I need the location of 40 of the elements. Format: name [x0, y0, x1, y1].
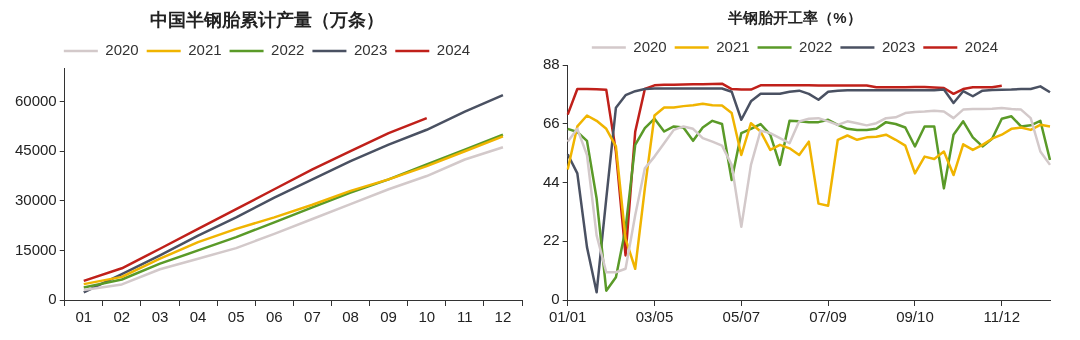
- chart-title: 半钢胎开工率（%）: [727, 9, 862, 27]
- legend-label: 2023: [353, 41, 388, 59]
- y-tick-label: 45000: [14, 141, 57, 159]
- y-tick-label: 22: [543, 231, 560, 249]
- y-tick-label: 0: [48, 290, 57, 308]
- legend-label: 2022: [799, 37, 833, 55]
- x-tick-label: 09: [380, 308, 397, 326]
- y-tick-label: 66: [543, 113, 560, 131]
- x-tick-label: 03: [151, 308, 169, 326]
- chart-title: 中国半钢胎累计产量（万条）: [150, 9, 384, 30]
- x-tick-label: 05: [227, 308, 245, 326]
- x-tick-label: 11/12: [983, 308, 1020, 326]
- x-tick-label: 01: [75, 308, 93, 326]
- x-tick-label: 03/05: [635, 308, 674, 326]
- legend-label: 2022: [271, 41, 305, 59]
- x-tick-label: 01/01: [548, 308, 587, 326]
- x-tick-label: 11: [457, 308, 473, 326]
- x-tick-label: 07/09: [809, 308, 847, 326]
- x-tick-label: 02: [113, 308, 131, 326]
- x-tick-label: 12: [494, 308, 512, 326]
- legend-label: 2023: [881, 37, 916, 55]
- x-tick-label: 06: [265, 308, 283, 326]
- legend-label: 2024: [964, 37, 999, 55]
- x-tick-label: 09/10: [896, 308, 934, 326]
- y-tick-label: 88: [543, 55, 560, 73]
- legend-label: 2024: [436, 41, 471, 59]
- y-tick-label: 30000: [14, 190, 57, 208]
- legend-label: 2020: [633, 37, 667, 55]
- x-tick-label: 08: [342, 308, 359, 326]
- y-tick-label: 60000: [14, 91, 57, 109]
- y-tick-label: 0: [551, 290, 560, 308]
- x-tick-label: 07: [304, 308, 321, 326]
- legend-label: 2020: [105, 41, 139, 59]
- legend-label: 2021: [716, 37, 750, 55]
- x-tick-label: 10: [418, 308, 436, 326]
- x-tick-label: 05/07: [722, 308, 761, 326]
- legend-label: 2021: [188, 41, 222, 59]
- y-tick-label: 15000: [14, 240, 57, 258]
- x-tick-label: 04: [189, 308, 207, 326]
- y-tick-label: 44: [543, 172, 560, 190]
